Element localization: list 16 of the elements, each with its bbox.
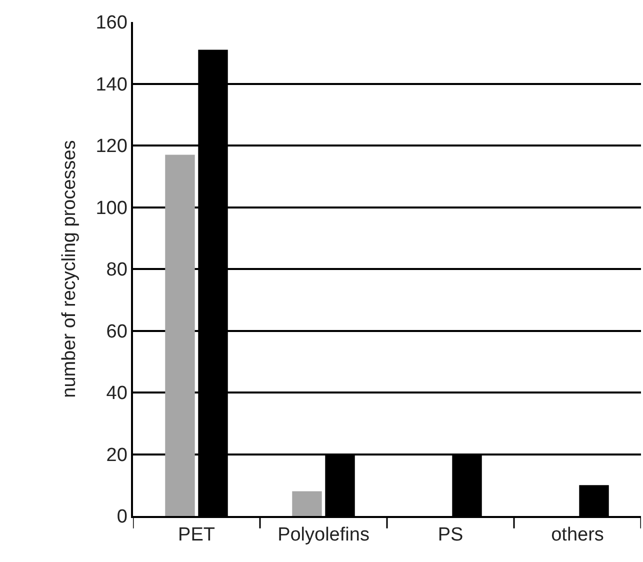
y-tick-label: 160 bbox=[96, 12, 128, 34]
x-tick-label: others bbox=[551, 524, 604, 546]
y-tick-label: 40 bbox=[106, 383, 128, 404]
y-tick-label: 100 bbox=[96, 198, 128, 219]
y-tick-label: 80 bbox=[106, 260, 128, 281]
y-tick-label: 120 bbox=[96, 136, 128, 158]
y-tick-label: 0 bbox=[116, 506, 128, 528]
y-tick-label: 20 bbox=[106, 444, 128, 466]
x-tick-label: Polyolefins bbox=[278, 524, 370, 546]
x-tick-label: PS bbox=[438, 524, 464, 546]
x-tick-label: PET bbox=[178, 524, 216, 546]
y-tick-label: 60 bbox=[106, 321, 128, 342]
bar bbox=[292, 491, 322, 516]
y-tick-label: 140 bbox=[96, 74, 128, 96]
y-axis-title: number of recycling processes bbox=[59, 140, 80, 398]
bar bbox=[165, 154, 195, 516]
